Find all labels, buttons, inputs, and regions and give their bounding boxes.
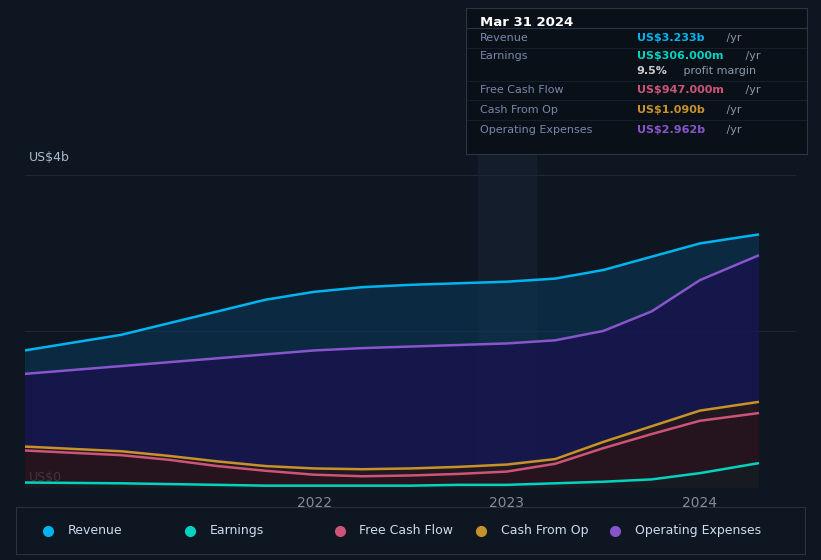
Text: Earnings: Earnings xyxy=(480,51,529,60)
Text: Revenue: Revenue xyxy=(480,32,529,43)
Text: Operating Expenses: Operating Expenses xyxy=(480,125,592,135)
Text: /yr: /yr xyxy=(722,125,741,135)
Text: profit margin: profit margin xyxy=(681,66,756,76)
Bar xyxy=(478,151,536,487)
Text: Earnings: Earnings xyxy=(209,524,264,537)
Text: Mar 31 2024: Mar 31 2024 xyxy=(480,16,573,29)
Text: /yr: /yr xyxy=(741,51,760,60)
Text: /yr: /yr xyxy=(722,32,741,43)
Text: Free Cash Flow: Free Cash Flow xyxy=(360,524,453,537)
Text: /yr: /yr xyxy=(722,105,741,115)
Text: Cash From Op: Cash From Op xyxy=(480,105,557,115)
Text: US$3.233b: US$3.233b xyxy=(637,32,704,43)
Text: US$947.000m: US$947.000m xyxy=(637,85,723,95)
Text: /yr: /yr xyxy=(741,85,760,95)
Text: Cash From Op: Cash From Op xyxy=(501,524,589,537)
Text: US$2.962b: US$2.962b xyxy=(637,125,704,135)
Text: Free Cash Flow: Free Cash Flow xyxy=(480,85,563,95)
Text: Operating Expenses: Operating Expenses xyxy=(635,524,761,537)
Text: US$1.090b: US$1.090b xyxy=(637,105,704,115)
Text: 9.5%: 9.5% xyxy=(637,66,667,76)
Text: US$4b: US$4b xyxy=(29,151,69,164)
Text: Revenue: Revenue xyxy=(67,524,122,537)
Text: US$0: US$0 xyxy=(29,471,62,484)
Text: US$306.000m: US$306.000m xyxy=(637,51,723,60)
